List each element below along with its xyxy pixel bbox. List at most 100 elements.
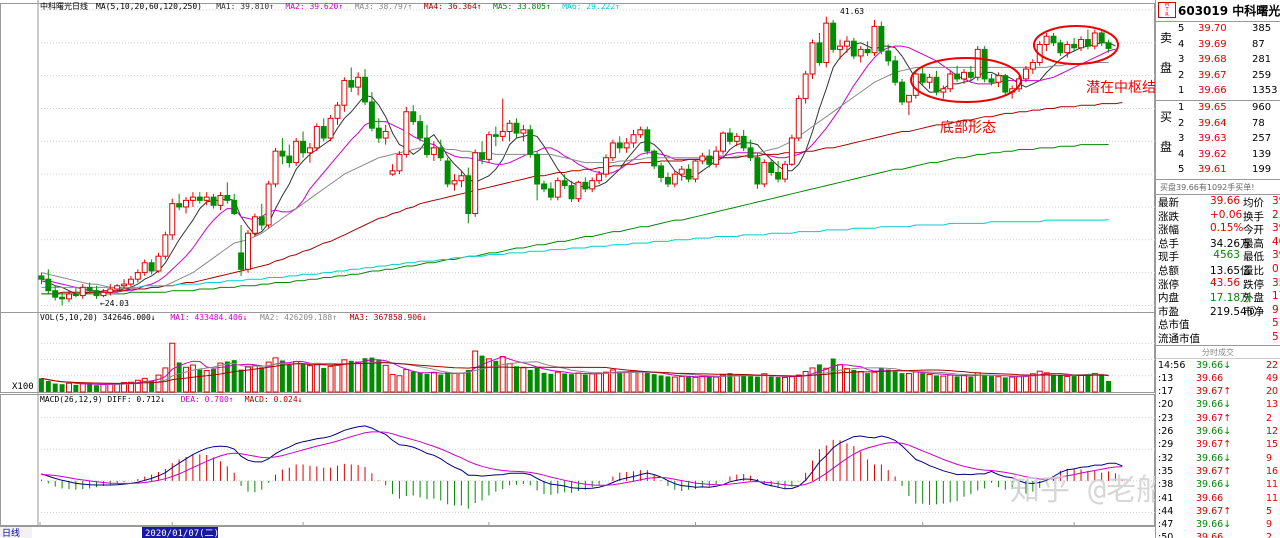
volume-bar	[947, 374, 954, 393]
candle-body	[437, 147, 444, 159]
volume-bar	[843, 368, 850, 393]
candle	[224, 182, 231, 204]
candle	[79, 284, 86, 299]
candle-body	[1098, 32, 1105, 44]
volume-bar	[238, 369, 244, 392]
kline-chart-area[interactable]: 中科曙光日线 MA(5,10,20,60,120,250) MA1: 39.810↑…	[0, 0, 1155, 538]
candle-body	[334, 104, 341, 119]
ask-row[interactable]: 4 39.69 87	[1156, 38, 1280, 54]
ticks-title[interactable]: 分时成交	[1156, 344, 1280, 359]
tick-t: :20	[1158, 399, 1174, 411]
ask-row[interactable]: 2 39.67 259	[1156, 69, 1280, 85]
candle	[961, 69, 967, 84]
ask-level: 3	[1178, 54, 1185, 65]
volume-bar	[788, 376, 795, 393]
stat-v2: 39	[1272, 195, 1280, 207]
candle-body	[561, 180, 568, 187]
candle	[933, 70, 940, 96]
candle	[1050, 32, 1057, 47]
bid-row[interactable]: 5 39.61 199	[1156, 163, 1280, 179]
tick-v: 12	[1266, 426, 1279, 438]
bid-row[interactable]: 2 39.64 78	[1156, 117, 1280, 133]
logo-line: R	[1165, 12, 1169, 18]
bid-row[interactable]: 4 39.62 139	[1156, 148, 1280, 164]
candle-body	[382, 130, 389, 139]
tick-t: :41	[1158, 492, 1174, 504]
candle-body	[733, 135, 740, 142]
bid-price: 39.65	[1198, 102, 1227, 113]
tick-row: :32 39.66↓ 9	[1156, 452, 1280, 465]
candle-body	[293, 140, 300, 164]
volume-bar	[520, 366, 527, 393]
panel-frame	[0, 394, 1155, 526]
ma-line-4	[41, 102, 1123, 295]
volume-bar	[637, 371, 644, 393]
volume-bar	[596, 372, 603, 393]
candle	[947, 70, 954, 93]
candle-body	[609, 142, 616, 159]
stat-v2: 9	[1272, 303, 1279, 316]
volume-bar	[100, 384, 107, 393]
volume-bar	[389, 373, 396, 393]
bid-row[interactable]: 1 39.65 960	[1156, 101, 1280, 117]
candle-body	[995, 75, 1002, 83]
candle	[981, 46, 988, 83]
tick-list[interactable]: 14:56 39.66↓ 22:13 39.66 49:17 39.67↑ 20:20 39.…	[1156, 359, 1280, 538]
volume-bar	[245, 366, 251, 393]
candle-body	[671, 173, 678, 185]
tick-p: 39.66↓	[1196, 452, 1232, 464]
volume-bar	[665, 376, 671, 392]
stat-v2: 516.39	[1272, 330, 1280, 343]
ask-row[interactable]: 3 39.68 281	[1156, 53, 1280, 69]
volume-bar	[885, 369, 891, 392]
ask-row[interactable]: 5 39.70 385	[1156, 22, 1280, 38]
ask-row[interactable]: 1 39.66 1353	[1156, 84, 1280, 100]
volume-bar	[582, 374, 588, 392]
volume-bar	[658, 375, 664, 392]
tick-p: 39.67↑	[1196, 412, 1232, 424]
candle-body	[1078, 39, 1084, 49]
candle	[609, 139, 616, 161]
candle	[458, 170, 465, 188]
volume-bar	[775, 377, 781, 392]
bid-row[interactable]: 3 39.63 257	[1156, 132, 1280, 148]
stat-row: 总市值 516.39	[1156, 317, 1280, 331]
candle	[1016, 75, 1023, 93]
volume-bar	[224, 361, 230, 392]
tick-p: 39.66↓	[1196, 479, 1232, 491]
candle	[541, 180, 547, 193]
volume-bar	[286, 365, 292, 392]
candle-body	[761, 162, 768, 185]
tick-v: 20	[1266, 386, 1279, 398]
low-price-label: ←24.03	[100, 299, 129, 308]
candle	[754, 152, 761, 189]
volume-bar	[926, 373, 933, 393]
volume-bar	[754, 376, 760, 392]
candle-body	[444, 160, 451, 185]
volume-bar	[514, 366, 519, 392]
candle-body	[899, 81, 905, 103]
volume-bar	[438, 374, 444, 392]
ask-vol: 87	[1252, 38, 1265, 50]
candle	[699, 152, 706, 165]
stock-title: 603019 中科曙光	[1178, 2, 1280, 19]
candle	[59, 292, 66, 306]
candle-body	[258, 216, 265, 226]
volume-bar	[348, 360, 354, 392]
volume-ma-line-20	[41, 362, 1109, 384]
candle	[375, 118, 382, 143]
candle	[892, 55, 899, 86]
candle-body	[850, 40, 857, 57]
candle-body	[905, 94, 912, 103]
candle	[713, 146, 720, 168]
candle	[871, 19, 878, 56]
watermark-text: 知乎 @老船长	[1010, 473, 1155, 508]
volume-bar	[534, 367, 540, 392]
candle-body	[499, 130, 506, 137]
stat-v2: 2.6	[1272, 208, 1280, 221]
tick-p: 39.67↑	[1196, 386, 1232, 398]
volume-bar	[1071, 376, 1077, 392]
period-tag[interactable]: 日线	[2, 527, 20, 538]
candle-body	[1071, 43, 1078, 49]
